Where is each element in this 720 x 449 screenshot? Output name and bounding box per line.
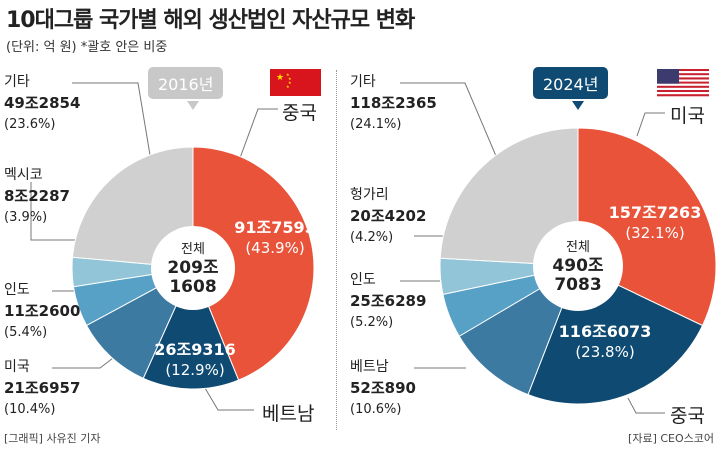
svg-text:★: ★ bbox=[288, 80, 292, 85]
slice-pct: (23.8%) bbox=[575, 343, 635, 361]
leader-line bbox=[52, 357, 114, 369]
leader-line bbox=[636, 112, 665, 137]
slice-value: 157조7263 bbox=[608, 203, 702, 222]
slice-name: 헝가리 bbox=[350, 187, 389, 203]
slice-value: 26조9316 bbox=[154, 340, 236, 359]
inner-label-usa-2024: 157조7263 (32.1%) bbox=[595, 203, 715, 243]
total-value: 209조 bbox=[167, 258, 219, 278]
slice-pct: (5.2%) bbox=[350, 315, 394, 330]
pie-2016 bbox=[71, 146, 315, 390]
divider bbox=[336, 70, 337, 430]
pie-slice bbox=[192, 146, 315, 381]
slice-value: 116조6073 bbox=[558, 322, 652, 341]
label-other-2024: 기타 118조2365 (24.1%) bbox=[350, 72, 437, 135]
badge-pointer bbox=[187, 101, 199, 110]
total-value: 1608 bbox=[169, 277, 217, 297]
total-label: 전체 bbox=[181, 242, 205, 257]
donut-hole bbox=[533, 221, 623, 311]
label-hungary-2024: 헝가리 20조4202 (4.2%) bbox=[350, 185, 426, 248]
label-china-2024: 중국 bbox=[670, 405, 705, 427]
label-mexico-2016: 멕시코 8조2287 (3.9%) bbox=[4, 165, 70, 228]
slice-value: 11조2600 bbox=[4, 302, 81, 320]
label-india-2016: 인도 11조2600 (5.4%) bbox=[4, 280, 80, 343]
slice-value: 91조7595 bbox=[234, 218, 316, 237]
slice-name: 베트남 bbox=[350, 359, 389, 375]
total-2016: 전체 209조 1608 bbox=[153, 240, 233, 297]
usa-flag-icon bbox=[657, 69, 709, 97]
leader-line bbox=[204, 387, 254, 411]
slice-pct: (12.9%) bbox=[165, 361, 225, 379]
total-value: 490조 bbox=[552, 256, 604, 276]
label-vietnam-2024: 베트남 52조890 (10.6%) bbox=[350, 357, 416, 420]
total-label: 전체 bbox=[566, 240, 590, 255]
svg-text:★: ★ bbox=[288, 76, 292, 81]
slice-value: 49조2854 bbox=[4, 94, 81, 112]
label-usa-2024: 미국 bbox=[670, 105, 705, 127]
svg-text:★: ★ bbox=[286, 84, 290, 89]
inner-label-china-2024: 116조6073 (23.8%) bbox=[545, 322, 665, 362]
china-flag-icon: ★ ★ ★ ★ ★ bbox=[270, 69, 321, 96]
slice-pct: (10.4%) bbox=[4, 402, 56, 417]
inner-label-china-2016: 91조7595 (43.9%) bbox=[225, 218, 325, 258]
year-badge-2016: 2016년 bbox=[148, 67, 224, 99]
label-india-2024: 인도 25조6289 (5.2%) bbox=[350, 270, 426, 333]
svg-text:★: ★ bbox=[286, 72, 290, 77]
total-value: 7083 bbox=[554, 275, 602, 295]
leader-line bbox=[400, 82, 497, 157]
leader-lines bbox=[30, 82, 665, 414]
leader-line bbox=[627, 397, 665, 414]
slice-name: 기타 bbox=[4, 74, 30, 90]
slice-name: 미국 bbox=[4, 359, 30, 375]
slice-pct: (23.6%) bbox=[4, 117, 56, 132]
slice-pct: (32.1%) bbox=[625, 224, 685, 242]
slice-value: 21조6957 bbox=[4, 379, 81, 397]
slice-value: 25조6289 bbox=[350, 292, 427, 310]
slice-pct: (24.1%) bbox=[350, 117, 402, 132]
slice-pct: (4.2%) bbox=[350, 230, 394, 245]
badge-pointer bbox=[572, 101, 584, 110]
slice-pct: (5.4%) bbox=[4, 325, 48, 340]
slice-value: 118조2365 bbox=[350, 94, 437, 112]
label-other-2016: 기타 49조2854 (23.6%) bbox=[4, 72, 80, 135]
slice-value: 20조4202 bbox=[350, 207, 427, 225]
leader-line bbox=[72, 82, 151, 156]
label-china-2016: 중국 bbox=[282, 102, 317, 124]
slice-name: 기타 bbox=[350, 74, 376, 90]
svg-text:★: ★ bbox=[276, 73, 284, 83]
subtitle: (단위: 억 원) *괄호 안은 비중 bbox=[6, 40, 168, 55]
slice-pct: (43.9%) bbox=[245, 239, 305, 257]
year-badge-2024: 2024년 bbox=[533, 67, 609, 99]
pie-slice bbox=[142, 266, 240, 390]
slice-name: 멕시코 bbox=[4, 167, 43, 183]
total-2024: 전체 490조 7083 bbox=[538, 238, 618, 295]
pie-slice bbox=[439, 127, 579, 267]
inner-label-vietnam-2016: 26조9316 (12.9%) bbox=[145, 340, 245, 380]
page-title: 10대그룹 국가별 해외 생산법인 자산규모 변화 bbox=[6, 8, 415, 33]
leader-line bbox=[30, 182, 78, 241]
donut-hole bbox=[151, 226, 235, 310]
slice-pct: (10.6%) bbox=[350, 402, 402, 417]
leader-line bbox=[239, 108, 278, 159]
slice-name: 인도 bbox=[350, 272, 376, 288]
label-usa-2016: 미국 21조6957 (10.4%) bbox=[4, 357, 80, 420]
slice-value: 52조890 bbox=[350, 379, 416, 397]
slice-value: 8조2287 bbox=[4, 187, 70, 205]
pie-2024 bbox=[439, 127, 717, 405]
slice-name: 인도 bbox=[4, 282, 30, 298]
label-vietnam-2016: 베트남 bbox=[262, 403, 315, 425]
slice-pct: (3.9%) bbox=[4, 210, 48, 225]
source: [자료] CEO스코어 bbox=[628, 432, 714, 445]
pie-slice bbox=[71, 146, 194, 269]
credit: [그래픽] 사유진 기자 bbox=[4, 432, 101, 445]
